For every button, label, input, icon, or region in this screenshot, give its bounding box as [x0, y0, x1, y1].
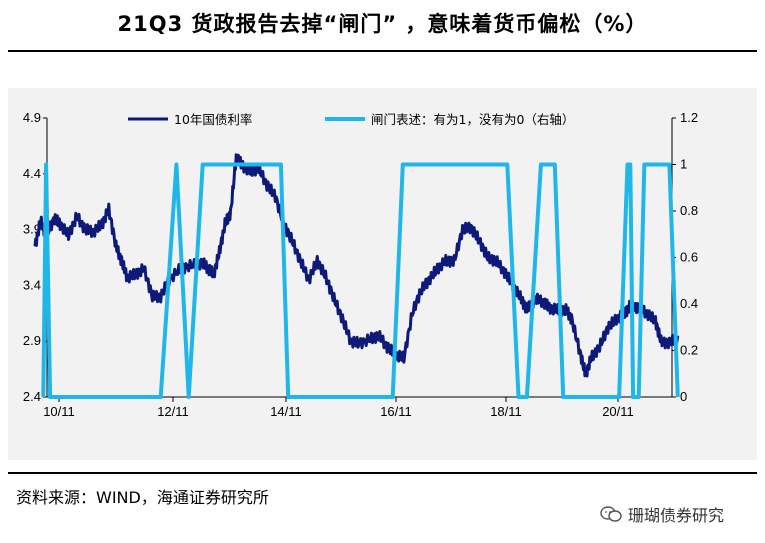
- chart: 2.42.93.43.94.44.900.20.40.60.811.210/11…: [23, 110, 698, 419]
- x-tick-label: 12/11: [157, 404, 189, 419]
- chart-title: 21Q3 货政报告去掉“闸门” ，意味着货币偏松（%）: [117, 12, 648, 36]
- source-note: 资料来源：WIND，海通证券研究所: [16, 488, 269, 507]
- x-tick-label: 14/11: [270, 404, 302, 419]
- y-right-tick-label: 1.2: [680, 110, 698, 125]
- x-tick-label: 20/11: [602, 404, 634, 419]
- x-tick-label: 10/11: [43, 404, 75, 419]
- y-right-tick-label: 0.6: [680, 250, 698, 265]
- y-right-tick-label: 0: [680, 389, 687, 404]
- watermark: 珊瑚债券研究: [600, 502, 724, 526]
- source-divider: [8, 472, 757, 474]
- legend-label: 闸门表述：有为1，没有为0（右轴）: [371, 112, 574, 127]
- title-divider: [8, 50, 757, 52]
- series-line-gate: [41, 162, 680, 399]
- y-right-tick-label: 0.4: [680, 296, 698, 311]
- y-right-tick-label: 1: [680, 157, 687, 172]
- x-tick-label: 16/11: [380, 404, 412, 419]
- y-right-tick-label: 0.2: [680, 343, 698, 358]
- y-left-tick-label: 3.4: [23, 277, 41, 292]
- series-line-yield: [33, 153, 680, 378]
- wechat-icon: [600, 506, 622, 522]
- watermark-text: 珊瑚债券研究: [628, 506, 725, 525]
- y-left-tick-label: 4.4: [23, 166, 41, 181]
- x-tick-label: 18/11: [490, 404, 522, 419]
- y-left-tick-label: 2.9: [23, 333, 41, 348]
- y-left-tick-label: 2.4: [23, 389, 41, 404]
- y-left-tick-label: 4.9: [23, 110, 41, 125]
- y-right-tick-label: 0.8: [680, 203, 698, 218]
- legend-label: 10年国债利率: [174, 112, 252, 127]
